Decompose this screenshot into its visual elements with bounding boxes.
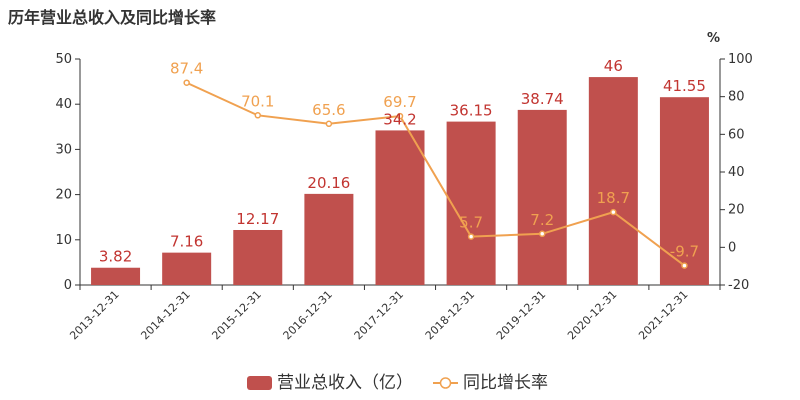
bar-data-label: 7.16 bbox=[170, 233, 203, 251]
data-labels: 3.82 7.16 12.17 20.16 34.2 36.15 38.74 46 41.55 8… bbox=[99, 57, 706, 266]
legend[interactable]: 营业总收入（亿） 同比增长率 bbox=[247, 373, 548, 393]
bar[interactable] bbox=[588, 77, 638, 285]
bar-data-label: 41.55 bbox=[663, 77, 706, 95]
y-right-tick-label: 100 bbox=[728, 52, 753, 67]
bar[interactable] bbox=[375, 130, 425, 285]
y-right-tick-label: 60 bbox=[728, 127, 745, 142]
line-point[interactable] bbox=[325, 120, 333, 128]
x-tick-label: 2015-12-31 bbox=[209, 288, 263, 342]
line-point[interactable] bbox=[681, 262, 688, 269]
y-right-tick-label: -20 bbox=[728, 278, 749, 293]
line-point[interactable] bbox=[396, 112, 404, 120]
bar-data-label: 36.15 bbox=[450, 102, 493, 120]
bar-series bbox=[91, 77, 709, 286]
growth-rate-line bbox=[186, 81, 686, 267]
x-tick-label: 2021-12-31 bbox=[636, 288, 690, 342]
bar-data-label: 34.2 bbox=[383, 110, 416, 128]
y-right-tick-label: 0 bbox=[728, 240, 736, 255]
x-tick-label: 2014-12-31 bbox=[138, 288, 192, 342]
y-left-tick-label: 30 bbox=[55, 142, 72, 157]
line-point[interactable] bbox=[467, 233, 475, 240]
line-data-label: 65.6 bbox=[312, 101, 345, 119]
y-right-tick-label: 80 bbox=[728, 90, 745, 105]
bar-data-label: 38.74 bbox=[521, 90, 564, 108]
y-left-tick-label: 50 bbox=[55, 52, 72, 67]
x-tick-label: 2019-12-31 bbox=[494, 288, 548, 342]
bar-data-label: 20.16 bbox=[307, 174, 350, 192]
line-data-label: 5.7 bbox=[459, 214, 483, 232]
line-data-label: 18.7 bbox=[597, 189, 630, 207]
chart-title: 历年营业总收入及同比增长率 bbox=[8, 8, 217, 27]
bar-data-label: 46 bbox=[604, 57, 623, 75]
legend-line-marker[interactable] bbox=[439, 377, 452, 389]
bar[interactable] bbox=[304, 193, 354, 285]
bar-data-label: 3.82 bbox=[99, 248, 132, 266]
bar[interactable] bbox=[162, 252, 212, 285]
x-tick-label: 2013-12-31 bbox=[67, 288, 121, 342]
x-tick-label: 2020-12-31 bbox=[565, 288, 619, 342]
y-right-tick-label: 40 bbox=[728, 165, 745, 180]
legend-line-label[interactable]: 同比增长率 bbox=[463, 373, 548, 393]
y-right-tick-label: 20 bbox=[728, 203, 745, 218]
bar[interactable] bbox=[446, 121, 496, 286]
bar[interactable] bbox=[517, 109, 567, 285]
line-data-label: 87.4 bbox=[170, 60, 203, 78]
y-left-tick-label: 20 bbox=[55, 188, 72, 203]
bar[interactable] bbox=[233, 229, 283, 285]
line-data-label: 69.7 bbox=[383, 93, 416, 111]
x-tick-label: 2017-12-31 bbox=[352, 288, 406, 342]
line-data-label: 7.2 bbox=[530, 211, 554, 229]
legend-bar-swatch[interactable] bbox=[247, 376, 272, 390]
line-data-label: -9.7 bbox=[670, 243, 699, 261]
bar[interactable] bbox=[91, 267, 141, 285]
y-left-tick-label: 40 bbox=[55, 97, 72, 112]
bar-data-label: 12.17 bbox=[236, 210, 279, 228]
x-tick-label: 2018-12-31 bbox=[423, 288, 477, 342]
line-point[interactable] bbox=[183, 79, 190, 86]
y-left-tick-label: 0 bbox=[64, 278, 72, 293]
line-point[interactable] bbox=[538, 230, 546, 238]
line-series bbox=[183, 79, 688, 269]
legend-bar-label[interactable]: 营业总收入（亿） bbox=[277, 373, 413, 393]
line-data-label: 70.1 bbox=[241, 92, 274, 110]
line-point[interactable] bbox=[254, 112, 262, 119]
x-tick-label: 2016-12-31 bbox=[281, 288, 335, 342]
line-point[interactable] bbox=[610, 208, 617, 216]
y-right-unit-label: % bbox=[707, 31, 720, 46]
y-left-tick-label: 10 bbox=[55, 233, 72, 248]
